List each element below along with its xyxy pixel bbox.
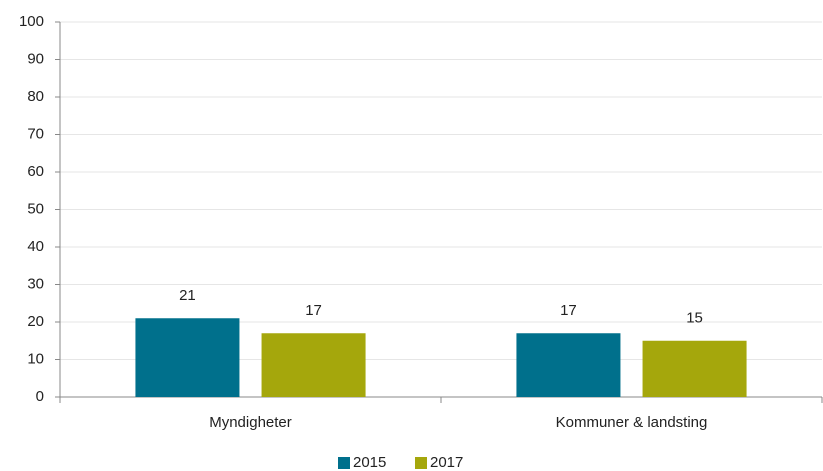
legend-label: 2015 bbox=[353, 454, 386, 471]
y-tick-label: 0 bbox=[36, 388, 44, 405]
data-label: 17 bbox=[305, 302, 322, 319]
y-tick-label: 90 bbox=[27, 50, 44, 67]
y-tick-label: 60 bbox=[27, 163, 44, 180]
y-tick-label: 10 bbox=[27, 350, 44, 367]
y-tick-label: 30 bbox=[27, 275, 44, 292]
bar bbox=[516, 333, 621, 397]
bar bbox=[642, 340, 747, 397]
legend-swatch bbox=[415, 457, 427, 469]
legend-label: 2017 bbox=[430, 454, 463, 471]
bar bbox=[135, 318, 240, 397]
legend-swatch bbox=[338, 457, 350, 469]
y-tick-label: 100 bbox=[19, 13, 44, 30]
y-tick-label: 50 bbox=[27, 200, 44, 217]
y-tick-label: 70 bbox=[27, 125, 44, 142]
y-tick-label: 20 bbox=[27, 313, 44, 330]
x-tick-label: Myndigheter bbox=[209, 414, 292, 431]
y-tick-label: 80 bbox=[27, 88, 44, 105]
bar bbox=[261, 333, 366, 397]
y-tick-label: 40 bbox=[27, 238, 44, 255]
x-tick-label: Kommuner & landsting bbox=[556, 414, 708, 431]
data-label: 15 bbox=[686, 310, 703, 327]
data-label: 21 bbox=[179, 287, 196, 304]
data-label: 17 bbox=[560, 302, 577, 319]
